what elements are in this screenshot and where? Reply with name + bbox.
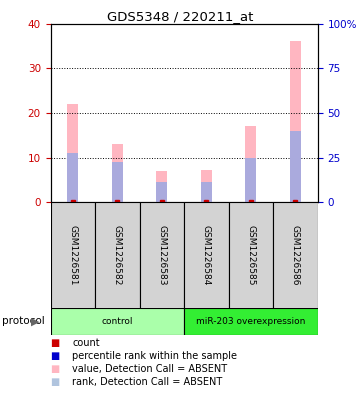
Bar	[67, 153, 78, 202]
Text: GSM1226583: GSM1226583	[157, 225, 166, 286]
Text: GSM1226581: GSM1226581	[68, 225, 77, 286]
Text: ■: ■	[51, 364, 60, 374]
Text: rank, Detection Call = ABSENT: rank, Detection Call = ABSENT	[72, 376, 222, 387]
Bar	[51, 308, 184, 335]
Bar	[184, 202, 229, 309]
Text: GSM1226582: GSM1226582	[113, 225, 122, 286]
Bar	[290, 41, 301, 202]
Bar	[95, 202, 140, 309]
Bar	[201, 182, 212, 202]
Text: protocol: protocol	[2, 316, 44, 327]
Bar	[112, 144, 123, 202]
Text: value, Detection Call = ABSENT: value, Detection Call = ABSENT	[72, 364, 227, 374]
Text: ■: ■	[51, 376, 60, 387]
Text: miR-203 overexpression: miR-203 overexpression	[196, 317, 305, 326]
Bar	[201, 170, 212, 202]
Text: percentile rank within the sample: percentile rank within the sample	[72, 351, 237, 361]
Text: GSM1226585: GSM1226585	[247, 225, 255, 286]
Bar	[156, 182, 168, 202]
Bar	[140, 202, 184, 309]
Text: GDS5348 / 220211_at: GDS5348 / 220211_at	[107, 10, 254, 23]
Text: GSM1226584: GSM1226584	[202, 225, 211, 286]
Bar	[245, 127, 256, 202]
Bar	[290, 131, 301, 202]
Text: control: control	[101, 317, 133, 326]
Bar	[184, 308, 318, 335]
Bar	[156, 171, 168, 202]
Text: GSM1226586: GSM1226586	[291, 225, 300, 286]
Bar	[273, 202, 318, 309]
Text: ▶: ▶	[31, 316, 40, 327]
Text: ■: ■	[51, 338, 60, 348]
Text: ■: ■	[51, 351, 60, 361]
Bar	[245, 158, 256, 202]
Bar	[51, 202, 95, 309]
Bar	[112, 162, 123, 202]
Text: count: count	[72, 338, 100, 348]
Bar	[229, 202, 273, 309]
Bar	[67, 104, 78, 202]
